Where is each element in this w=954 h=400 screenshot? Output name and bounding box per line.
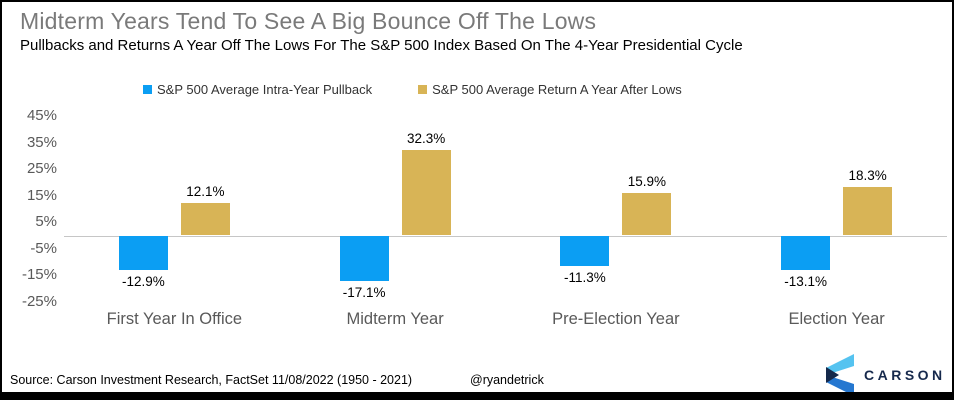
legend-label: S&P 500 Average Intra-Year Pullback <box>157 82 373 97</box>
data-label: -12.9% <box>121 273 165 289</box>
data-label: 18.3% <box>848 167 887 183</box>
y-tick-label: 45% <box>26 106 57 124</box>
bar-pullback <box>781 235 831 271</box>
bar-pullback <box>560 235 610 266</box>
y-tick-label: 25% <box>26 160 57 178</box>
source-text: Source: Carson Investment Research, Fact… <box>10 373 413 387</box>
category-label: First Year In Office <box>106 310 243 328</box>
category-label: Midterm Year <box>346 310 444 328</box>
legend-swatch <box>143 85 152 94</box>
legend-label: S&P 500 Average Return A Year After Lows <box>432 82 682 97</box>
data-label: 12.1% <box>186 184 225 200</box>
legend-item: S&P 500 Average Return A Year After Lows <box>418 82 682 97</box>
y-tick-label: -5% <box>30 239 57 257</box>
bar-return <box>401 149 451 236</box>
data-label: 15.9% <box>627 174 667 190</box>
y-tick-label: 35% <box>26 133 57 151</box>
data-label: 32.3% <box>406 130 446 146</box>
bar-return <box>622 193 672 236</box>
bottom-bar <box>2 392 952 398</box>
y-tick-label: -25% <box>21 292 57 310</box>
y-tick-label: 5% <box>35 213 57 231</box>
legend-item: S&P 500 Average Intra-Year Pullback <box>143 82 372 97</box>
y-tick-label: -15% <box>21 266 57 284</box>
data-label: -17.1% <box>342 284 386 300</box>
chart-subtitle: Pullbacks and Returns A Year Off The Low… <box>20 37 743 54</box>
bar-return <box>843 186 893 236</box>
carson-logo-icon <box>826 354 854 396</box>
category-label: Pre-Election Year <box>552 310 680 328</box>
bar-pullback <box>118 235 168 270</box>
x-axis-line <box>64 236 947 237</box>
legend-swatch <box>418 85 428 94</box>
carson-logo-text: CARSON <box>864 367 946 383</box>
carson-logo: CARSON <box>826 354 946 396</box>
category-label: Election Year <box>788 310 885 328</box>
y-tick-label: 15% <box>26 186 57 204</box>
bar-return <box>180 203 230 236</box>
chart-title: Midterm Years Tend To See A Big Bounce O… <box>20 8 597 34</box>
data-label: -11.3% <box>563 269 606 285</box>
legend: S&P 500 Average Intra-Year Pullback S&P 5… <box>143 82 682 97</box>
twitter-handle: @ryandetrick <box>470 373 544 387</box>
data-label: -13.1% <box>784 274 828 290</box>
bar-pullback <box>339 235 389 281</box>
